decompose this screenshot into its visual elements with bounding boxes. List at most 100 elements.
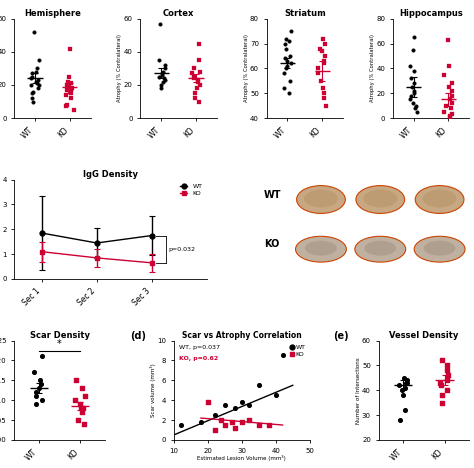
Point xyxy=(204,398,211,406)
Point xyxy=(287,60,294,67)
Point xyxy=(191,73,198,80)
Point xyxy=(81,420,88,428)
Point xyxy=(63,81,71,89)
Title: Cortex: Cortex xyxy=(163,9,194,18)
Point xyxy=(193,85,201,92)
Point xyxy=(79,409,86,416)
Title: Striatum: Striatum xyxy=(284,9,326,18)
Point xyxy=(320,57,328,65)
Point xyxy=(27,74,35,82)
Point xyxy=(407,74,415,82)
Point xyxy=(395,381,402,389)
Point xyxy=(255,421,263,429)
Point xyxy=(408,92,415,100)
Point xyxy=(231,424,239,432)
Point xyxy=(283,62,291,70)
Point xyxy=(443,362,450,369)
Point xyxy=(265,421,273,429)
Point xyxy=(445,62,453,70)
Point xyxy=(442,102,450,110)
Point xyxy=(408,83,415,91)
Point xyxy=(67,95,74,102)
Point xyxy=(448,110,456,118)
Point xyxy=(34,85,42,92)
Title: Scar Density: Scar Density xyxy=(29,331,90,340)
Point xyxy=(191,89,199,97)
Point xyxy=(286,77,294,85)
Point xyxy=(66,45,74,52)
Y-axis label: Scar volume (mm³): Scar volume (mm³) xyxy=(150,363,155,417)
Ellipse shape xyxy=(364,190,397,207)
Point xyxy=(67,89,74,97)
Point xyxy=(319,85,327,92)
Text: KO: KO xyxy=(264,239,279,249)
Text: p=0.032: p=0.032 xyxy=(168,247,195,252)
Point xyxy=(156,20,164,28)
Point xyxy=(448,99,456,107)
Point xyxy=(401,406,409,414)
Point xyxy=(314,70,322,77)
Point xyxy=(398,387,406,394)
Point xyxy=(317,77,325,85)
Point xyxy=(412,102,419,110)
Point xyxy=(444,36,452,44)
Point xyxy=(411,104,419,112)
Point xyxy=(64,86,71,94)
Point xyxy=(196,81,203,89)
Ellipse shape xyxy=(414,236,465,262)
Point xyxy=(402,379,410,387)
Point xyxy=(35,56,43,64)
Point xyxy=(436,379,444,387)
Point xyxy=(67,80,74,87)
Text: WT: WT xyxy=(264,190,281,199)
Point xyxy=(318,47,326,55)
Point xyxy=(72,396,79,404)
Point xyxy=(238,418,246,426)
Point xyxy=(80,404,87,412)
Point xyxy=(157,81,165,89)
Point xyxy=(280,70,288,77)
Point xyxy=(66,88,74,95)
Point xyxy=(28,73,36,80)
Point xyxy=(68,85,76,92)
Point xyxy=(32,68,40,75)
Point xyxy=(27,81,35,89)
Point xyxy=(401,384,409,392)
Legend: WT, KO: WT, KO xyxy=(179,183,204,197)
Point xyxy=(160,74,167,82)
Point xyxy=(410,80,418,87)
Point xyxy=(63,103,70,110)
Point xyxy=(403,379,411,387)
Ellipse shape xyxy=(423,190,456,207)
Text: KO, p=0.62: KO, p=0.62 xyxy=(179,357,219,361)
Point xyxy=(446,95,454,103)
Point xyxy=(64,78,72,85)
Point xyxy=(406,95,414,103)
Title: Vessel Density: Vessel Density xyxy=(389,331,458,340)
Point xyxy=(157,85,164,92)
Point xyxy=(28,95,36,102)
Ellipse shape xyxy=(304,190,338,207)
Point xyxy=(282,55,289,62)
Point xyxy=(448,80,456,87)
Point xyxy=(159,78,167,85)
X-axis label: Estimated Lesion Volume (mm³): Estimated Lesion Volume (mm³) xyxy=(197,455,286,461)
Point xyxy=(161,65,168,72)
Point xyxy=(288,28,295,35)
Point xyxy=(319,35,327,42)
Point xyxy=(444,372,452,379)
Point xyxy=(161,61,169,69)
Point xyxy=(32,401,39,408)
Point xyxy=(196,98,203,105)
Point xyxy=(410,99,417,107)
Point xyxy=(413,108,420,116)
Point xyxy=(194,76,201,84)
Ellipse shape xyxy=(424,241,456,256)
Text: (e): (e) xyxy=(333,331,349,341)
Point xyxy=(320,95,328,102)
Point xyxy=(38,396,46,404)
Point xyxy=(283,35,290,42)
Y-axis label: Atrophy (% Contralateral): Atrophy (% Contralateral) xyxy=(244,34,248,102)
Point xyxy=(286,52,294,60)
Point xyxy=(33,80,41,87)
